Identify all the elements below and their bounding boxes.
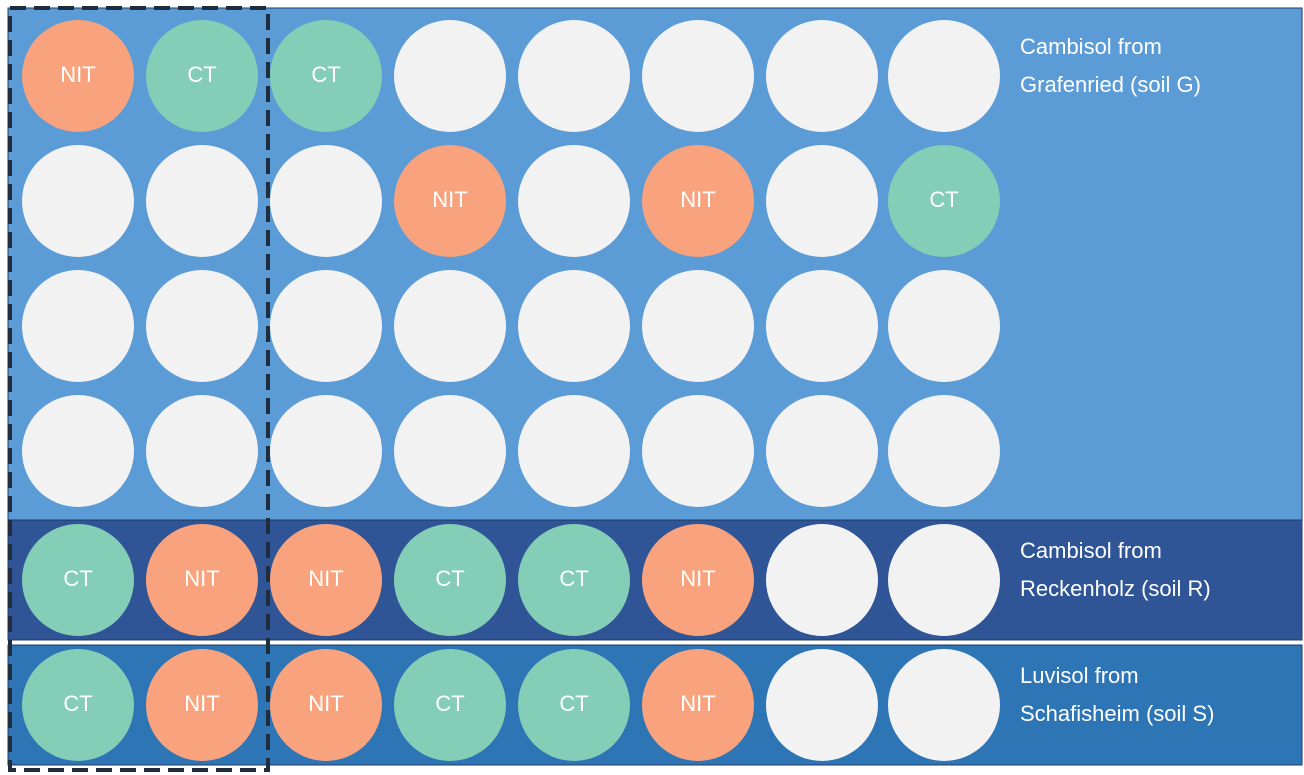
well (518, 524, 630, 636)
well (146, 270, 258, 382)
well (270, 524, 382, 636)
well (888, 145, 1000, 257)
well-label: NIT (184, 691, 219, 716)
well-label: CT (311, 62, 340, 87)
well (146, 524, 258, 636)
panels: Cambisol from Grafenried (soil G) NIT CT CT N… (7, 7, 1303, 766)
well (888, 649, 1000, 761)
well (766, 649, 878, 761)
panel-label: Reckenholz (soil R) (1020, 576, 1211, 601)
well-label: NIT (680, 691, 715, 716)
well (766, 145, 878, 257)
well (518, 270, 630, 382)
well-label: CT (63, 566, 92, 591)
well-label: NIT (308, 566, 343, 591)
well-label: CT (559, 566, 588, 591)
well (394, 524, 506, 636)
well-label: CT (435, 566, 464, 591)
well (394, 270, 506, 382)
panel-label: Luvisol from (1020, 663, 1139, 688)
well (146, 395, 258, 507)
well (22, 270, 134, 382)
well (518, 649, 630, 761)
well (642, 524, 754, 636)
well (642, 145, 754, 257)
panel-label: Schafisheim (soil S) (1020, 701, 1214, 726)
well (642, 395, 754, 507)
well (394, 20, 506, 132)
well (394, 395, 506, 507)
well (888, 270, 1000, 382)
well (146, 20, 258, 132)
well (766, 270, 878, 382)
well (766, 524, 878, 636)
well (394, 145, 506, 257)
well-label: NIT (680, 187, 715, 212)
well (146, 649, 258, 761)
well (270, 270, 382, 382)
well (766, 20, 878, 132)
panel-label: Grafenried (soil G) (1020, 72, 1201, 97)
well-label: NIT (680, 566, 715, 591)
well (394, 649, 506, 761)
panel-label: Cambisol from (1020, 538, 1162, 563)
well (888, 20, 1000, 132)
well-label: CT (187, 62, 216, 87)
well-label: CT (929, 187, 958, 212)
well (642, 649, 754, 761)
well (146, 145, 258, 257)
well (22, 649, 134, 761)
panel-label: Cambisol from (1020, 34, 1162, 59)
well (22, 395, 134, 507)
well-label: NIT (308, 691, 343, 716)
well (270, 649, 382, 761)
well (642, 270, 754, 382)
well-label: NIT (184, 566, 219, 591)
well (22, 524, 134, 636)
well (22, 145, 134, 257)
well (888, 395, 1000, 507)
dashed-selection-box (8, 6, 270, 772)
well-label: NIT (60, 62, 95, 87)
well-label: CT (435, 691, 464, 716)
well (270, 20, 382, 132)
well (766, 395, 878, 507)
well-label: NIT (432, 187, 467, 212)
well (270, 395, 382, 507)
well-label: CT (63, 691, 92, 716)
well (518, 20, 630, 132)
well (270, 145, 382, 257)
well (22, 20, 134, 132)
well-label: CT (559, 691, 588, 716)
well (518, 395, 630, 507)
well (888, 524, 1000, 636)
well (518, 145, 630, 257)
well (642, 20, 754, 132)
